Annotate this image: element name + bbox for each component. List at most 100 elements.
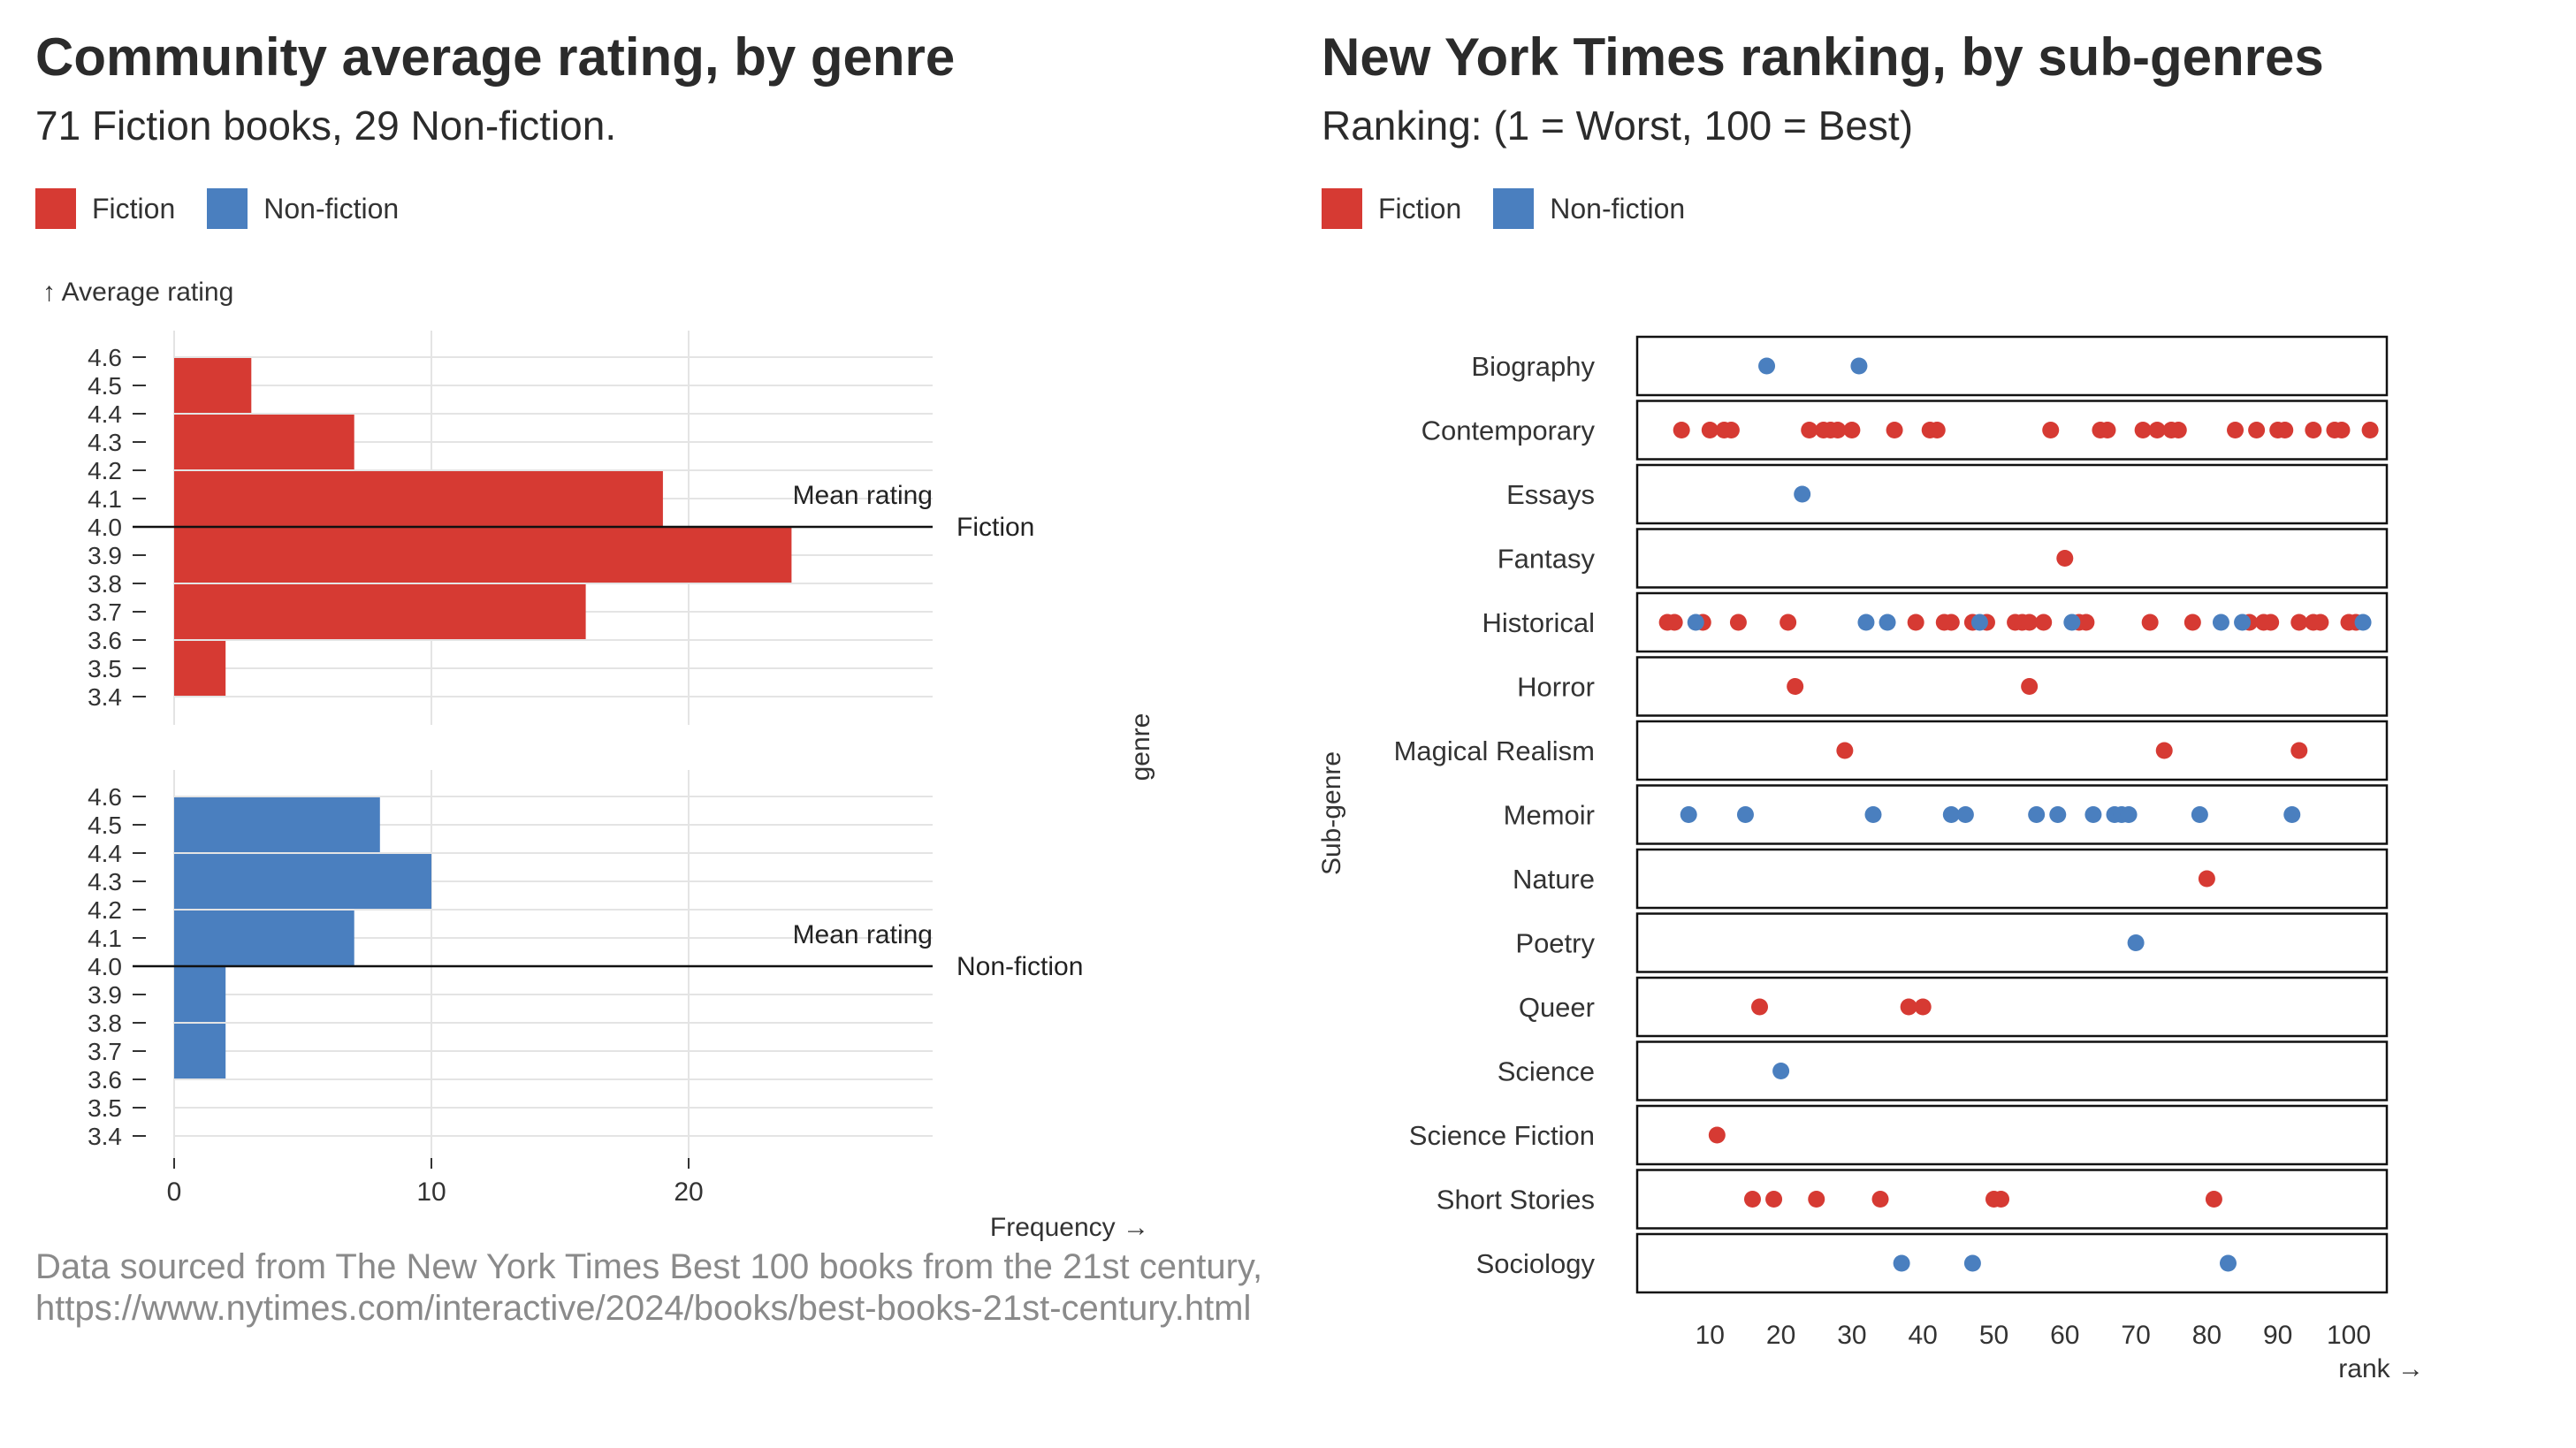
rank-dot bbox=[2361, 422, 2379, 438]
rank-dot bbox=[1673, 422, 1690, 438]
x-tick-label: 0 bbox=[167, 1177, 182, 1207]
ranking-panel: New York Times ranking, by sub-genres Ra… bbox=[1308, 0, 2576, 1448]
histogram-bar bbox=[174, 797, 380, 852]
y-tick-label: 3.9 bbox=[88, 981, 122, 1009]
x-axis-label: rank → bbox=[2338, 1354, 2424, 1383]
rank-dot bbox=[1900, 998, 1917, 1016]
x-tick-label: 10 bbox=[1696, 1321, 1725, 1350]
legend-swatch-nonfiction bbox=[207, 188, 248, 229]
x-tick-label: 90 bbox=[2263, 1321, 2292, 1350]
legend-swatch-fiction bbox=[1322, 188, 1362, 229]
rank-dot bbox=[1722, 422, 1740, 438]
subgenre-row-frame bbox=[1635, 1169, 2389, 1230]
subgenre-row-frame bbox=[1635, 976, 2389, 1038]
subgenre-row-frame bbox=[1635, 720, 2389, 781]
rank-dot bbox=[1993, 1191, 2010, 1208]
legend-item-nonfiction: Non-fiction bbox=[1493, 188, 1685, 229]
subgenre-label: Nature bbox=[1513, 864, 1595, 895]
subgenre-label: Magical Realism bbox=[1394, 735, 1595, 766]
y-tick-label: 3.4 bbox=[88, 683, 122, 711]
rank-dot bbox=[1963, 1254, 1981, 1272]
y-tick-label: 3.9 bbox=[88, 542, 122, 569]
subgenre-label: Essays bbox=[1506, 479, 1595, 510]
rank-dot bbox=[1879, 613, 1896, 631]
y-tick-label: 4.6 bbox=[88, 344, 122, 371]
histogram-bar bbox=[174, 967, 226, 1022]
ranking-chart-subtitle: Ranking: (1 = Worst, 100 = Best) bbox=[1322, 103, 1914, 149]
rank-dot bbox=[2063, 613, 2081, 631]
x-tick-label: 70 bbox=[2121, 1321, 2150, 1350]
rank-dot bbox=[1928, 422, 1946, 438]
rank-dot bbox=[2248, 422, 2266, 438]
ranking-dot-plot: Sub-genre Biography Contemporary Essays Fant… bbox=[1317, 335, 2424, 1383]
rank-dot bbox=[2084, 806, 2102, 823]
rank-dot bbox=[1794, 485, 1811, 503]
histogram-bar bbox=[174, 358, 252, 413]
rank-dot bbox=[2134, 422, 2152, 438]
rank-dot bbox=[1942, 613, 1960, 631]
legend-item-fiction: Fiction bbox=[1322, 188, 1461, 229]
y-tick-label: 3.4 bbox=[88, 1123, 122, 1150]
rank-dot bbox=[1850, 357, 1868, 375]
rank-dot bbox=[1765, 1191, 1783, 1208]
histogram-bar bbox=[174, 584, 586, 639]
subgenre-label: Science Fiction bbox=[1409, 1120, 1595, 1151]
subgenre-label: Horror bbox=[1517, 672, 1595, 703]
rating-chart-title: Community average rating, by genre bbox=[35, 27, 956, 87]
subgenre-label: Biography bbox=[1471, 351, 1595, 382]
y-tick-label: 4.6 bbox=[88, 783, 122, 811]
rank-dot bbox=[2099, 422, 2116, 438]
rank-dot bbox=[2155, 742, 2173, 759]
y-tick-label: 3.8 bbox=[88, 1010, 122, 1037]
rank-dot bbox=[1729, 613, 1747, 631]
rank-dot bbox=[2283, 806, 2301, 823]
rating-histogram: ↑ Average rating4.64.54.44.34.24.14.03.9… bbox=[42, 278, 1155, 1242]
rank-dot bbox=[2049, 806, 2067, 823]
x-tick-label: 80 bbox=[2192, 1321, 2222, 1350]
legend-item-nonfiction: Non-fiction bbox=[207, 188, 399, 229]
legend-item-fiction: Fiction bbox=[35, 188, 175, 229]
y-tick-label: 4.3 bbox=[88, 868, 122, 895]
rank-dot bbox=[1687, 613, 1704, 631]
x-axis-label: Frequency → bbox=[990, 1213, 1149, 1242]
rank-dot bbox=[1736, 806, 1754, 823]
rank-dot bbox=[2212, 613, 2229, 631]
rank-dot bbox=[1886, 422, 1903, 438]
rank-dot bbox=[1772, 1063, 1790, 1079]
mean-rating-label: Mean rating bbox=[793, 481, 933, 510]
subgenre-label: Poetry bbox=[1515, 928, 1595, 959]
rank-dot bbox=[1751, 998, 1769, 1016]
rank-dot bbox=[1843, 422, 1861, 438]
y-tick-label: 3.6 bbox=[88, 627, 122, 654]
subgenre-row-frame bbox=[1635, 912, 2389, 973]
facet-label: Non-fiction bbox=[956, 952, 1083, 981]
subgenre-label: Historical bbox=[1482, 607, 1595, 638]
rank-dot bbox=[1780, 613, 1797, 631]
rank-dot bbox=[2198, 870, 2215, 888]
ranking-legend: Fiction Non-fiction bbox=[1322, 188, 1717, 229]
rank-dot bbox=[2148, 422, 2166, 438]
y-tick-label: 3.8 bbox=[88, 570, 122, 598]
y-tick-label: 4.4 bbox=[88, 840, 122, 867]
subgenre-row-frame bbox=[1635, 463, 2389, 525]
rank-dot bbox=[1864, 806, 1882, 823]
x-tick-label: 100 bbox=[2327, 1321, 2371, 1350]
histogram-bar bbox=[174, 854, 431, 909]
y-tick-label: 4.2 bbox=[88, 457, 122, 484]
rank-dot bbox=[1836, 742, 1854, 759]
rank-dot bbox=[2127, 934, 2145, 951]
rank-dot bbox=[1942, 806, 1960, 823]
rank-dot bbox=[2056, 550, 2074, 567]
legend-swatch-fiction bbox=[35, 188, 76, 229]
y-tick-label: 4.2 bbox=[88, 896, 122, 924]
x-tick-label: 10 bbox=[416, 1177, 446, 1207]
rank-dot bbox=[2333, 422, 2351, 438]
rank-dot bbox=[2120, 806, 2138, 823]
rank-dot bbox=[2191, 806, 2208, 823]
subgenre-label: Fantasy bbox=[1498, 544, 1596, 575]
x-tick-label: 50 bbox=[1979, 1321, 2008, 1350]
rank-dot bbox=[2169, 422, 2187, 438]
subgenre-row-frame bbox=[1635, 656, 2389, 717]
subgenre-label: Queer bbox=[1519, 992, 1595, 1023]
rank-dot bbox=[2035, 613, 2053, 631]
